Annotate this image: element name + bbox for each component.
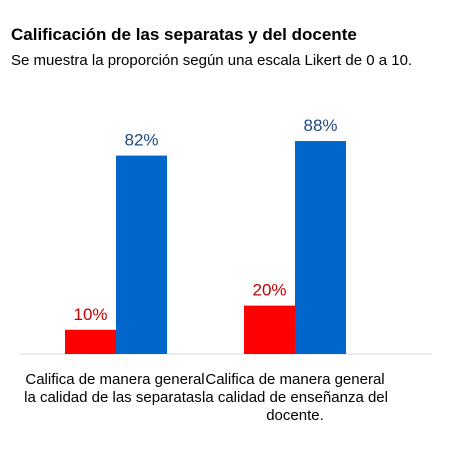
bar-high-1 [116,155,167,354]
bar-low-1 [65,329,116,354]
data-label-low-2: 20% [252,281,286,300]
category-label-docente: Califica de manera general la calidad de… [202,371,388,424]
chart-title: Calificación de las separatas y del doce… [11,25,357,44]
data-label-high-2: 88% [303,116,337,135]
data-label-high-1: 82% [124,131,158,150]
bar-low-2 [244,305,295,354]
category-label-separatas: Califica de manera general la calidad de… [24,371,206,406]
bar-high-2 [295,141,346,354]
chart-subtitle: Se muestra la proporción según una escal… [11,52,413,69]
data-label-low-1: 10% [73,305,107,324]
